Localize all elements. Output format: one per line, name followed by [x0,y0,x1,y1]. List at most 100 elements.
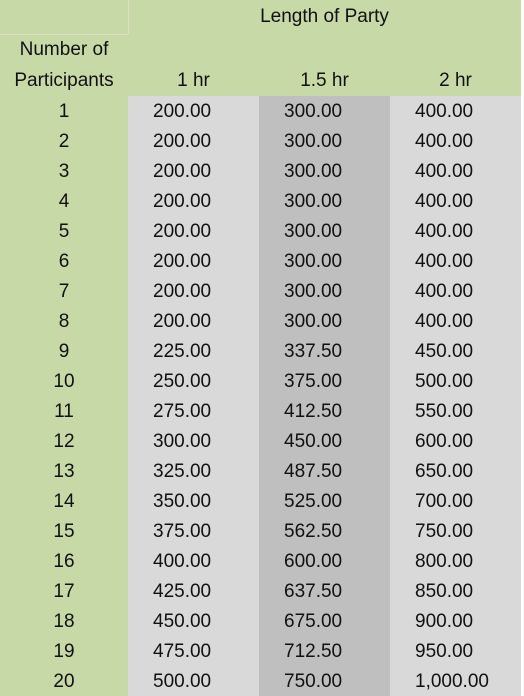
sheet-edge-cell [521,336,524,366]
price-cell-1hr: 350.00 [128,486,259,516]
price-cell-2hr: 900.00 [390,606,521,636]
sheet-edge-cell [521,666,524,696]
price-cell-2hr: 500.00 [390,366,521,396]
sheet-edge-cell [521,276,524,306]
price-cell-2hr: 600.00 [390,426,521,456]
column-header-1hr: 1 hr [128,65,259,96]
participants-cell: 6 [0,246,128,276]
price-cell-1hr: 450.00 [128,606,259,636]
price-cell-1hr: 500.00 [128,666,259,696]
sheet-edge-cell [521,546,524,576]
participants-cell: 2 [0,126,128,156]
price-cell-15hr: 300.00 [259,306,390,336]
sheet-edge-cell [521,186,524,216]
price-cell-2hr: 750.00 [390,516,521,546]
price-cell-15hr: 300.00 [259,186,390,216]
price-cell-2hr: 450.00 [390,336,521,366]
price-cell-15hr: 300.00 [259,246,390,276]
sheet-edge-cell [521,366,524,396]
price-cell-1hr: 200.00 [128,276,259,306]
price-cell-15hr: 300.00 [259,276,390,306]
price-cell-2hr: 1,000.00 [390,666,521,696]
sheet-edge-cell [521,216,524,246]
price-cell-15hr: 675.00 [259,606,390,636]
price-cell-1hr: 250.00 [128,366,259,396]
sheet-edge-cell [521,96,524,126]
price-cell-1hr: 200.00 [128,156,259,186]
price-cell-1hr: 325.00 [128,456,259,486]
price-cell-2hr: 650.00 [390,456,521,486]
participants-cell: 17 [0,576,128,606]
sheet-edge-cell [521,426,524,456]
price-cell-15hr: 450.00 [259,426,390,456]
price-cell-15hr: 637.50 [259,576,390,606]
price-cell-1hr: 200.00 [128,246,259,276]
price-cell-2hr: 400.00 [390,216,521,246]
price-cell-2hr: 700.00 [390,486,521,516]
participants-cell: 15 [0,516,128,546]
price-cell-2hr: 950.00 [390,636,521,666]
participants-cell: 16 [0,546,128,576]
sheet-edge-cell [521,486,524,516]
price-cell-15hr: 600.00 [259,546,390,576]
participants-cell: 1 [0,96,128,126]
header-gridline [128,0,129,34]
price-cell-15hr: 562.50 [259,516,390,546]
sheet-edge-cell [521,246,524,276]
participants-cell: 20 [0,666,128,696]
price-cell-2hr: 400.00 [390,246,521,276]
price-cell-2hr: 400.00 [390,276,521,306]
price-cell-1hr: 425.00 [128,576,259,606]
header-spacer-2hr [390,34,521,65]
price-cell-2hr: 400.00 [390,186,521,216]
price-cell-2hr: 400.00 [390,126,521,156]
row-header-line-1: Number of [0,34,128,65]
participants-cell: 10 [0,366,128,396]
sheet-edge-cell [521,606,524,636]
participants-cell: 8 [0,306,128,336]
price-cell-2hr: 400.00 [390,306,521,336]
price-cell-1hr: 200.00 [128,186,259,216]
price-cell-1hr: 400.00 [128,546,259,576]
price-cell-15hr: 300.00 [259,216,390,246]
price-cell-15hr: 750.00 [259,666,390,696]
column-header-15hr: 1.5 hr [259,65,390,96]
participants-cell: 4 [0,186,128,216]
header-gridline [0,34,128,35]
price-cell-2hr: 800.00 [390,546,521,576]
price-cell-1hr: 200.00 [128,96,259,126]
price-cell-15hr: 300.00 [259,126,390,156]
sheet-edge-cell [521,516,524,546]
sheet-edge-cell [521,156,524,186]
participants-cell: 18 [0,606,128,636]
sheet-edge-cell [521,456,524,486]
price-cell-1hr: 275.00 [128,396,259,426]
sheet-edge-cell [521,306,524,336]
participants-cell: 9 [0,336,128,366]
price-cell-1hr: 200.00 [128,216,259,246]
price-cell-1hr: 200.00 [128,126,259,156]
sheet-edge-cell [521,65,524,96]
participants-cell: 11 [0,396,128,426]
participants-cell: 3 [0,156,128,186]
price-cell-15hr: 337.50 [259,336,390,366]
sheet-edge-cell [521,126,524,156]
participants-cell: 7 [0,276,128,306]
price-cell-1hr: 225.00 [128,336,259,366]
price-cell-1hr: 200.00 [128,306,259,336]
participants-cell: 13 [0,456,128,486]
participants-cell: 5 [0,216,128,246]
price-cell-1hr: 300.00 [128,426,259,456]
participants-cell: 14 [0,486,128,516]
price-cell-2hr: 400.00 [390,156,521,186]
sheet-edge-cell [521,396,524,426]
price-cell-15hr: 300.00 [259,96,390,126]
price-cell-15hr: 525.00 [259,486,390,516]
sheet-edge-cell [521,636,524,666]
corner-header-cell [0,0,128,34]
price-cell-1hr: 475.00 [128,636,259,666]
price-cell-2hr: 850.00 [390,576,521,606]
sheet-edge-cell [521,576,524,606]
header-spacer-1hr [128,34,259,65]
